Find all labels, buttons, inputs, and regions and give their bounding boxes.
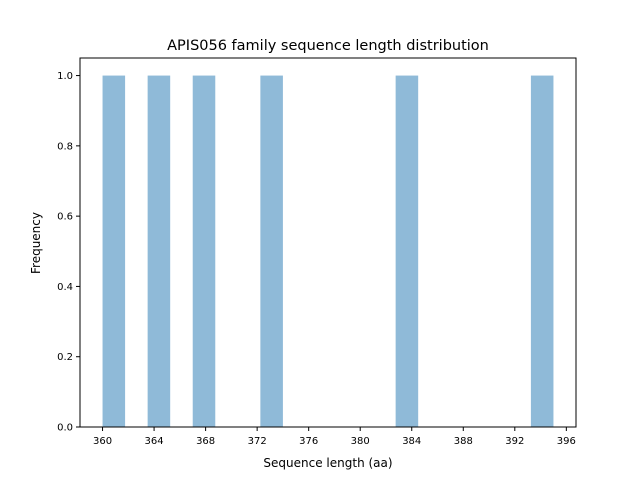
histogram-bar bbox=[260, 75, 283, 428]
bars-group bbox=[102, 75, 554, 428]
y-tick-label: 0.8 bbox=[57, 141, 73, 152]
y-tick-label: 0.0 bbox=[57, 423, 73, 434]
x-tick-label: 364 bbox=[145, 436, 164, 447]
histogram-bar bbox=[530, 75, 554, 428]
y-tick-label: 0.6 bbox=[57, 212, 73, 223]
chart-title: APIS056 family sequence length distribut… bbox=[167, 38, 489, 54]
axes-frame bbox=[79, 57, 577, 428]
x-tick-label: 376 bbox=[299, 436, 318, 447]
x-axis-label: Sequence length (aa) bbox=[263, 456, 392, 470]
y-tick-label: 0.2 bbox=[57, 352, 73, 363]
x-tick-label: 396 bbox=[557, 436, 576, 447]
histogram-bar bbox=[192, 75, 216, 428]
y-axis-label: Frequency bbox=[29, 212, 43, 274]
x-tick-label: 372 bbox=[248, 436, 267, 447]
x-ticks: 360 364 368 372 376 380 384 388 392 396 bbox=[93, 427, 576, 447]
histogram-bar bbox=[395, 75, 419, 428]
x-tick-label: 380 bbox=[351, 436, 370, 447]
histogram-bar bbox=[147, 75, 171, 428]
x-tick-label: 360 bbox=[93, 436, 112, 447]
x-tick-label: 384 bbox=[402, 436, 421, 447]
x-tick-label: 388 bbox=[454, 436, 473, 447]
y-ticks: 0.0 0.2 0.4 0.6 0.8 1.0 bbox=[57, 71, 80, 434]
x-tick-label: 392 bbox=[505, 436, 524, 447]
y-tick-label: 1.0 bbox=[57, 71, 73, 82]
histogram-bar bbox=[102, 75, 126, 428]
x-tick-label: 368 bbox=[196, 436, 215, 447]
y-tick-label: 0.4 bbox=[57, 282, 73, 293]
